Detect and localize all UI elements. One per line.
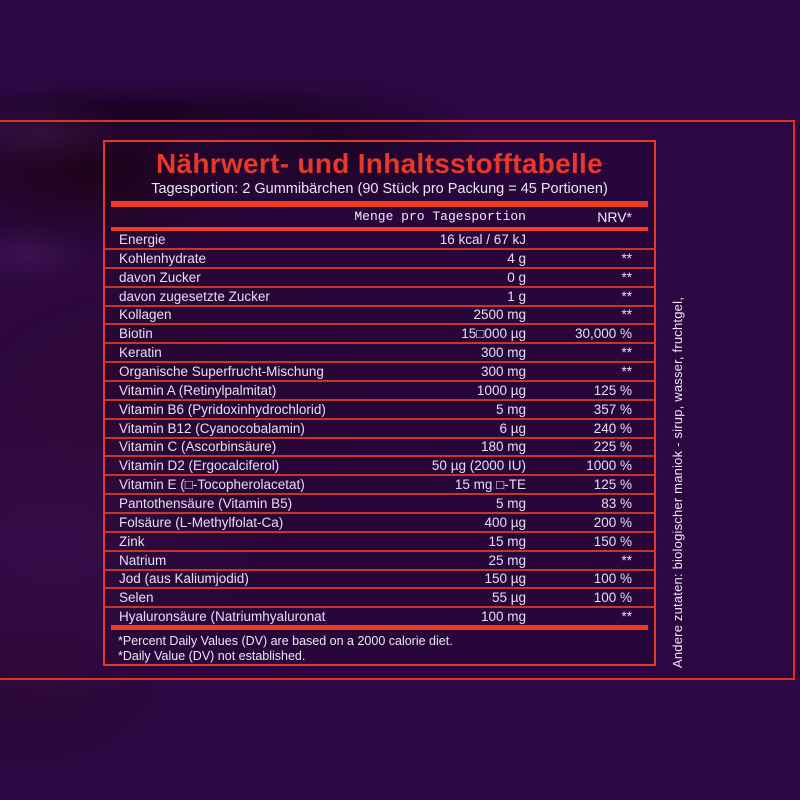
table-row: Organische Superfrucht-Mischung 300 mg ** xyxy=(105,363,654,382)
other-ingredients-side-text: Andere zutaten: biologischer maniok - si… xyxy=(670,296,685,668)
table-subtitle: Tagesportion: 2 Gummibärchen (90 Stück p… xyxy=(151,181,608,197)
table-row: Biotin 15□000 µg 30,000 % xyxy=(105,325,654,345)
row-nrv-value: 225 % xyxy=(593,439,632,455)
footnote-dv-not-established: *Daily Value (DV) not established. xyxy=(118,649,306,663)
table-row: Jod (aus Kaliumjodid) 150 µg 100 % xyxy=(105,571,654,590)
table-row: Folsäure (L-Methylfolat-Ca) 400 µg 200 % xyxy=(105,514,654,533)
table-row: Keratin 300 mg ** xyxy=(105,344,654,364)
row-nutrient-name: Jod (aus Kaliumjodid) xyxy=(119,571,249,587)
table-row: davon Zucker 0 g ** xyxy=(105,269,654,288)
row-nutrient-name: Hyaluronsäure (Natriumhyaluronat) xyxy=(119,609,326,625)
table-row: Kohlenhydrate 4 g ** xyxy=(105,250,654,269)
table-row: Hyaluronsäure (Natriumhyaluronat) 100 mg *… xyxy=(105,608,654,625)
row-nutrient-name: Vitamin A (Retinylpalmitat) xyxy=(119,382,277,398)
row-amount-value: 100 mg xyxy=(480,609,526,625)
row-nutrient-name: Zink xyxy=(119,533,145,549)
column-header-nrv: NRV* xyxy=(597,208,632,225)
table-rows: Energie 16 kcal / 67 kJ Kohlenhydrate 4 g **… xyxy=(105,231,654,625)
nutrition-table: Nährwert- und Inhaltsstofftabelle Tagesp… xyxy=(103,140,656,666)
table-row: Vitamin D2 (Ergocalciferol) 50 µg (2000 I… xyxy=(105,457,654,477)
row-nrv-value: 83 % xyxy=(601,496,632,512)
table-row: Pantothensäure (Vitamin B5) 5 mg 83 % xyxy=(105,495,654,514)
row-nutrient-name: Natrium xyxy=(119,552,167,568)
outer-border-frame xyxy=(0,120,795,680)
row-nutrient-name: Kohlenhydrate xyxy=(119,250,207,266)
row-amount-value: 150 µg xyxy=(484,571,526,587)
row-nrv-value: ** xyxy=(621,345,632,361)
row-amount-value: 15 mg xyxy=(488,533,526,549)
row-amount-value: 1000 µg xyxy=(476,382,526,398)
row-nutrient-name: Pantothensäure (Vitamin B5) xyxy=(119,496,293,512)
row-nrv-value: ** xyxy=(621,364,632,379)
row-nrv-value: ** xyxy=(621,288,632,304)
divider-bar-thick-bottom xyxy=(111,625,648,630)
row-amount-value: 400 µg xyxy=(484,514,526,530)
row-nrv-value: ** xyxy=(621,250,632,266)
row-nutrient-name: Folsäure (L-Methylfolat-Ca) xyxy=(119,514,284,530)
row-amount-value: 300 mg xyxy=(480,345,526,361)
footnotes: *Percent Daily Values (DV) are based on … xyxy=(105,630,654,664)
row-nrv-value: ** xyxy=(621,269,632,285)
row-amount-value: 2500 mg xyxy=(473,307,526,323)
row-amount-value: 55 µg xyxy=(491,590,526,606)
row-nutrient-name: Vitamin E (□-Tocopherolacetat) xyxy=(119,477,305,493)
row-nrv-value: 150 % xyxy=(593,533,632,549)
table-row: Natrium 25 mg ** xyxy=(105,552,654,571)
row-nutrient-name: davon zugesetzte Zucker xyxy=(119,288,270,304)
table-row: Vitamin C (Ascorbinsäure) 180 mg 225 % xyxy=(105,439,654,458)
divider-bar-header xyxy=(111,227,648,232)
divider-bar-thick-top xyxy=(111,200,648,207)
table-header-row: Menge pro Tagesportion NRV* xyxy=(105,207,654,228)
row-nutrient-name: Kollagen xyxy=(119,307,172,323)
row-nutrient-name: Selen xyxy=(119,590,154,606)
row-amount-value: 180 mg xyxy=(480,439,526,455)
row-amount-value: 6 µg xyxy=(499,420,526,436)
row-nrv-value: 100 % xyxy=(593,571,632,587)
row-amount-value: 1 g xyxy=(507,288,526,304)
row-amount-value: 16 kcal / 67 kJ xyxy=(439,231,526,247)
row-amount-value: 15□000 µg xyxy=(461,326,526,342)
row-nrv-value: ** xyxy=(621,307,632,323)
row-nutrient-name: Energie xyxy=(119,231,166,247)
table-row: Selen 55 µg 100 % xyxy=(105,589,654,609)
row-nrv-value: 125 % xyxy=(593,382,632,398)
row-amount-value: 0 g xyxy=(507,269,526,285)
row-nrv-value: 30,000 % xyxy=(574,326,632,342)
row-amount-value: 5 mg xyxy=(495,401,526,417)
row-nutrient-name: Keratin xyxy=(119,345,162,361)
row-nrv-value: ** xyxy=(621,609,632,625)
table-title: Nährwert- und Inhaltsstofftabelle xyxy=(155,148,604,179)
table-row: Zink 15 mg 150 % xyxy=(105,533,654,552)
table-row: Vitamin E (□-Tocopherolacetat) 15 mg □-TE… xyxy=(105,476,654,496)
row-amount-value: 5 mg xyxy=(495,496,526,512)
row-amount-value: 300 mg xyxy=(480,364,526,379)
row-amount-value: 15 mg □-TE xyxy=(454,477,526,493)
row-nutrient-name: Vitamin C (Ascorbinsäure) xyxy=(119,439,277,455)
row-nutrient-name: Organische Superfrucht-Mischung xyxy=(119,364,324,379)
row-amount-value: 50 µg (2000 IU) xyxy=(431,458,526,474)
table-row: Energie 16 kcal / 67 kJ xyxy=(105,231,654,250)
table-row: davon zugesetzte Zucker 1 g ** xyxy=(105,288,654,307)
row-nutrient-name: Vitamin D2 (Ergocalciferol) xyxy=(119,458,280,474)
footnote-dv-basis: *Percent Daily Values (DV) are based on … xyxy=(118,634,453,648)
row-nrv-value: 125 % xyxy=(593,477,632,493)
row-nutrient-name: davon Zucker xyxy=(119,269,201,285)
row-nrv-value: 200 % xyxy=(593,514,632,530)
row-nrv-value: 240 % xyxy=(593,420,632,436)
row-nrv-value: ** xyxy=(621,552,632,568)
row-nutrient-name: Vitamin B6 (Pyridoxinhydrochlorid) xyxy=(119,401,326,417)
row-nutrient-name: Biotin xyxy=(119,326,153,342)
table-row: Vitamin B12 (Cyanocobalamin) 6 µg 240 % xyxy=(105,420,654,439)
row-nrv-value: 100 % xyxy=(593,590,632,606)
table-row: Vitamin A (Retinylpalmitat) 1000 µg 125 % xyxy=(105,382,654,401)
row-amount-value: 25 mg xyxy=(488,552,526,568)
row-nrv-value: 1000 % xyxy=(586,458,632,474)
table-row: Kollagen 2500 mg ** xyxy=(105,307,654,326)
row-amount-value: 4 g xyxy=(507,250,526,266)
row-nrv-value: 357 % xyxy=(593,401,632,417)
column-header-amount: Menge pro Tagesportion xyxy=(354,209,526,225)
row-nutrient-name: Vitamin B12 (Cyanocobalamin) xyxy=(119,420,305,436)
table-row: Vitamin B6 (Pyridoxinhydrochlorid) 5 mg 35… xyxy=(105,401,654,420)
